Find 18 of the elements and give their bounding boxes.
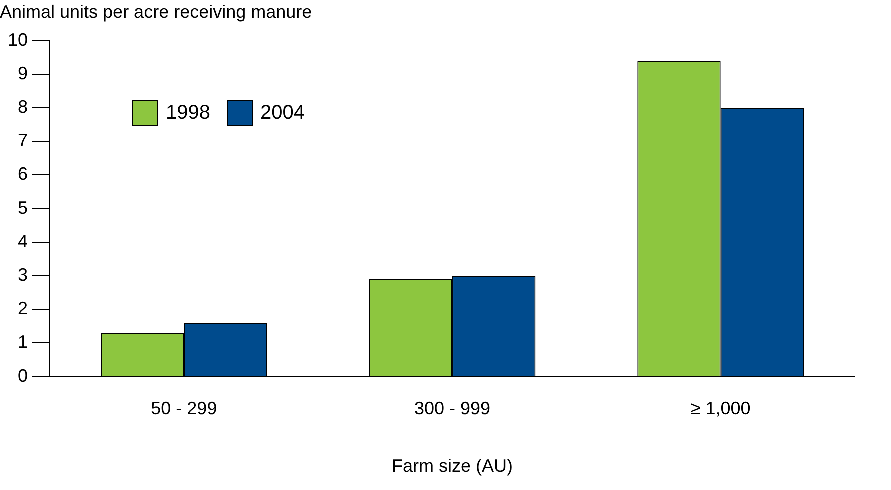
x-tick-label: 50 - 299 (151, 398, 218, 419)
x-axis-title: Farm size (AU) (392, 456, 514, 476)
x-tick-label: ≥ 1,000 (690, 398, 751, 419)
y-tick-label: 5 (18, 198, 28, 218)
y-tick-label: 7 (18, 130, 28, 151)
y-tick-label: 3 (18, 264, 28, 285)
y-tick-label: 9 (18, 63, 28, 84)
y-tick-label: 0 (18, 366, 28, 386)
y-tick-label: 1 (18, 332, 28, 352)
y-tick-label: 8 (18, 96, 28, 117)
y-tick-label: 4 (18, 231, 28, 252)
legend-label: 1998 (166, 102, 210, 124)
y-tick-label: 2 (18, 298, 28, 319)
y-tick-label: 6 (18, 164, 28, 184)
y-axis-title: Animal units per acre receiving manure (0, 2, 312, 23)
legend-label: 2004 (260, 102, 305, 124)
x-tick-label: 300 - 999 (414, 398, 491, 419)
y-tick-label: 10 (8, 30, 28, 50)
